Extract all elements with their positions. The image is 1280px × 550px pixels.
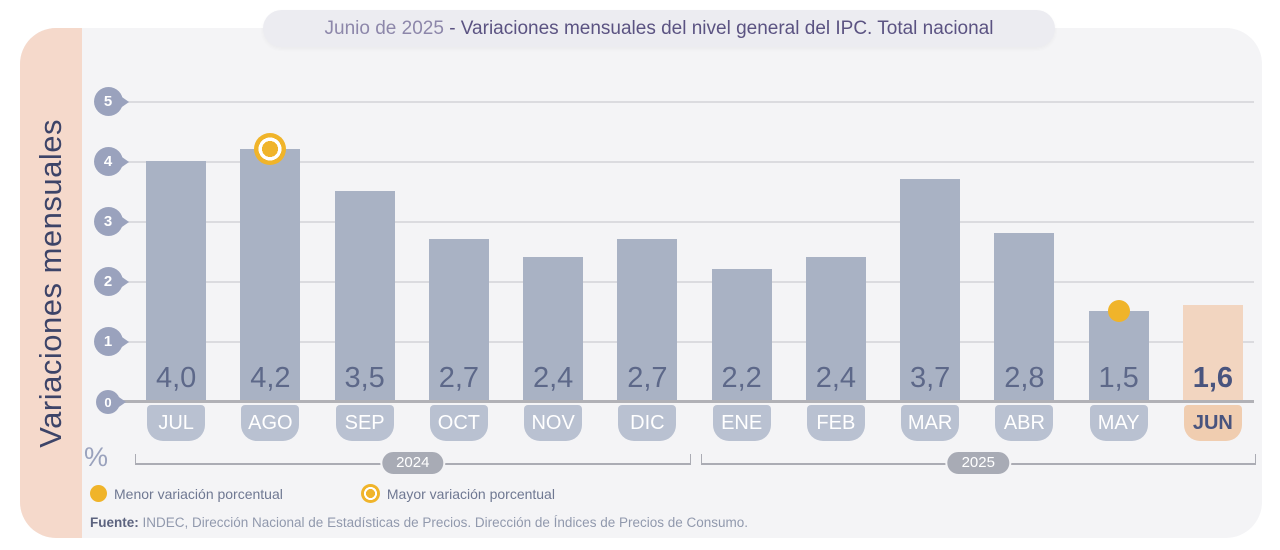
bar-column-feb: 2,4 FEB	[789, 28, 883, 441]
month-pill-may: MAY	[1089, 405, 1148, 441]
source-note: Fuente: INDEC, Dirección Nacional de Est…	[90, 515, 748, 530]
chart-title-main: - Variaciones mensuales del nivel genera…	[449, 17, 994, 39]
bar-feb	[805, 257, 866, 401]
bar-ago	[240, 149, 301, 401]
year-bracket-2025: 2025	[700, 450, 1256, 476]
max-variation-marker-icon	[254, 133, 287, 165]
month-pill-ago: AGO	[241, 405, 300, 441]
y-tick-1: 1	[93, 327, 129, 357]
y-tick-2: 2	[93, 267, 129, 297]
legend-label-menor: Menor variación porcentual	[114, 485, 283, 502]
bar-value-label-dic: 2,7	[627, 362, 668, 394]
gridline-3	[125, 221, 1254, 223]
bar-abr	[994, 233, 1055, 401]
chart-legend: Menor variación porcentual Mayor variaci…	[90, 484, 555, 503]
gridline-2	[125, 281, 1254, 283]
bar-sep	[334, 191, 395, 401]
bar-column-mar: 3,7 MAR	[883, 28, 977, 441]
legend-item-menor: Menor variación porcentual	[90, 485, 283, 502]
chart-title-period: Junio de 2025	[324, 17, 450, 39]
y-tick-4: 4	[93, 147, 129, 177]
bar-column-abr: 2,8 ABR	[977, 28, 1071, 441]
bar-mar	[900, 179, 961, 401]
bar-column-nov: 2,4 NOV	[506, 28, 600, 441]
y-tick-5: 5	[93, 87, 129, 117]
bar-ene	[711, 269, 772, 401]
bar-value-label-jun: 1,6	[1192, 362, 1234, 394]
y-tick-3: 3	[93, 207, 129, 237]
chart-card: Variaciones mensuales % 5 4 3 2 1 0 4,0 JUL 4,2 A…	[20, 28, 1262, 538]
bar-value-label-ene: 2,2	[721, 362, 762, 394]
chart-plot-area: % 5 4 3 2 1 0 4,0 JUL 4,2 AGO 3,5 SEP 2,7 OCT 2,4 NOV 2,…	[20, 28, 1262, 538]
bar-value-label-jul: 4,0	[155, 362, 197, 394]
solid-yellow-dot-icon	[90, 485, 107, 502]
month-pill-sep: SEP	[335, 405, 394, 441]
gridline-5	[125, 101, 1254, 103]
source-prefix: Fuente:	[90, 515, 139, 530]
year-bracket-2024: 2024	[135, 450, 691, 476]
month-pill-mar: MAR	[901, 405, 960, 441]
bar-value-label-mar: 3,7	[909, 362, 951, 394]
tick-tip-icon	[118, 214, 129, 229]
tick-tip-icon	[118, 334, 129, 349]
bar-value-label-sep: 3,5	[344, 362, 385, 394]
unit-percent-label: %	[84, 442, 109, 472]
month-pill-ene: ENE	[712, 405, 771, 441]
bar-oct	[428, 239, 489, 401]
yellow-ring-dot-icon	[360, 484, 380, 503]
bar-value-label-nov: 2,4	[532, 362, 574, 394]
bar-value-label-oct: 2,7	[438, 362, 480, 394]
year-pill-2025: 2025	[945, 450, 1011, 476]
bar-dic	[617, 239, 678, 401]
month-pill-nov: NOV	[524, 405, 583, 441]
bar-value-label-may: 1,5	[1098, 362, 1139, 394]
gridline-4	[125, 161, 1254, 163]
y-tick-0: 0	[96, 390, 126, 414]
month-pill-feb: FEB	[806, 405, 865, 441]
bar-may	[1088, 311, 1149, 401]
y-axis-band: Variaciones mensuales	[20, 28, 82, 538]
month-pill-jun: JUN	[1183, 405, 1242, 441]
bar-column-dic: 2,7 DIC	[600, 28, 694, 441]
tick-tip-icon	[118, 154, 129, 169]
bar-column-jul: 4,0 JUL	[129, 28, 223, 441]
tick-tip-icon	[118, 274, 129, 289]
min-variation-marker-icon	[1107, 300, 1130, 322]
bar-jun	[1182, 305, 1243, 401]
bar-jul	[146, 161, 207, 401]
gridline-1	[125, 341, 1254, 343]
bar-value-label-feb: 2,4	[815, 362, 857, 394]
month-pill-jul: JUL	[147, 405, 206, 441]
month-pill-oct: OCT	[429, 405, 488, 441]
bar-column-jun: 1,6 JUN	[1166, 28, 1260, 441]
source-text: INDEC, Dirección Nacional de Estadística…	[138, 515, 749, 530]
month-pill-dic: DIC	[618, 405, 677, 441]
bar-column-oct: 2,7 OCT	[412, 28, 506, 441]
bar-column-ene: 2,2 ENE	[695, 28, 789, 441]
legend-label-mayor: Mayor variación porcentual	[386, 485, 555, 502]
tick-tip-icon	[116, 395, 126, 409]
tick-tip-icon	[118, 94, 129, 109]
bar-column-ago: 4,2 AGO	[223, 28, 317, 441]
bar-value-label-abr: 2,8	[1004, 362, 1045, 394]
chart-title: Junio de 2025 - Variaciones mensuales de…	[263, 10, 1055, 47]
bar-value-label-ago: 4,2	[250, 362, 291, 394]
bar-nov	[523, 257, 584, 401]
x-axis-line	[120, 400, 1254, 403]
legend-item-mayor: Mayor variación porcentual	[360, 484, 555, 503]
bar-column-sep: 3,5 SEP	[318, 28, 412, 441]
month-pill-abr: ABR	[995, 405, 1054, 441]
bar-column-may: 1,5 MAY	[1072, 28, 1166, 441]
year-pill-2024: 2024	[380, 450, 446, 476]
